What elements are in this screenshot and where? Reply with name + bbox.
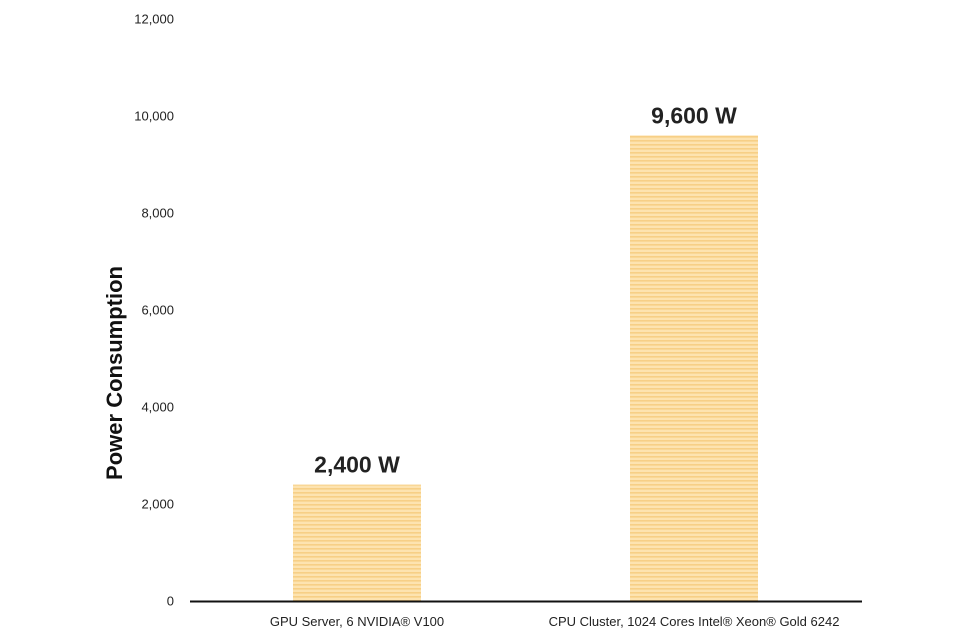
y-tick-label: 4,000 <box>141 400 174 415</box>
bar-data-label: 9,600 W <box>651 102 737 128</box>
bar-data-label: 2,400 W <box>314 452 400 478</box>
y-tick-label: 2,000 <box>141 497 174 512</box>
bar <box>630 135 758 601</box>
x-category-label: CPU Cluster, 1024 Cores Intel® Xeon® Gol… <box>549 614 840 629</box>
y-tick-label: 10,000 <box>134 109 174 124</box>
y-tick-label: 6,000 <box>141 303 174 318</box>
x-category-label: GPU Server, 6 NVIDIA® V100 <box>270 614 444 629</box>
data-labels-group: 2,400 W 9,600 W <box>314 102 737 477</box>
y-axis-title: Power Consumption <box>102 266 127 480</box>
bars-group <box>293 135 758 601</box>
y-tick-label: 8,000 <box>141 206 174 221</box>
bar <box>293 484 421 601</box>
y-tick-label: 0 <box>167 594 174 609</box>
y-axis-ticks: 0 2,000 4,000 6,000 8,000 10,000 12,000 <box>134 12 174 609</box>
y-tick-label: 12,000 <box>134 12 174 27</box>
category-labels-group: GPU Server, 6 NVIDIA® V100 CPU Cluster, 1… <box>270 614 840 629</box>
